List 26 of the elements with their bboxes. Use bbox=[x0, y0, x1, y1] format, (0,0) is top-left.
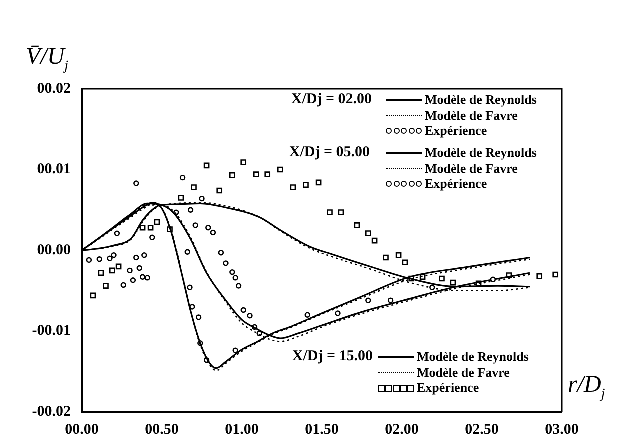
y-tick-label: 00.02 bbox=[37, 80, 71, 97]
x-tick-label: 00.50 bbox=[145, 422, 179, 438]
legend-label: Modèle de Reynolds bbox=[425, 145, 537, 161]
legend-label: Expérience bbox=[425, 123, 488, 139]
legend-label: Modèle de Reynolds bbox=[425, 92, 537, 108]
x-axis-title: r/D$_{j}$ bbox=[568, 372, 606, 403]
legend-label: Expérience bbox=[425, 176, 488, 192]
x-tick-label: 03.00 bbox=[545, 422, 579, 438]
legend-label: Modèle de Favre bbox=[425, 108, 518, 124]
annotation: X/Dj = 05.00 bbox=[289, 144, 370, 162]
x-tick-label: 02.50 bbox=[465, 422, 499, 438]
legend-label: Modèle de Reynolds bbox=[417, 349, 529, 365]
y-axis-title: V̄/U$_{j}$ bbox=[26, 44, 69, 75]
x-tick-label: 02.00 bbox=[385, 422, 419, 438]
y-tick-label: 00.00 bbox=[37, 242, 71, 258]
legend-label: Expérience bbox=[417, 380, 480, 396]
y-tick-label: 00.01 bbox=[37, 162, 71, 178]
y-tick-label: -00.01 bbox=[32, 323, 71, 340]
annotation: X/Dj = 02.00 bbox=[291, 92, 372, 108]
x-tick-label: 01.50 bbox=[305, 422, 339, 438]
y-tick-label: -00.02 bbox=[32, 404, 71, 420]
x-tick-label: 00.00 bbox=[65, 422, 99, 438]
annotation: X/Dj = 15.00 bbox=[292, 348, 373, 366]
legend-label: Modèle de Favre bbox=[417, 364, 510, 380]
x-tick-label: 01.00 bbox=[225, 422, 259, 438]
legend-label: Modèle de Favre bbox=[425, 160, 518, 176]
